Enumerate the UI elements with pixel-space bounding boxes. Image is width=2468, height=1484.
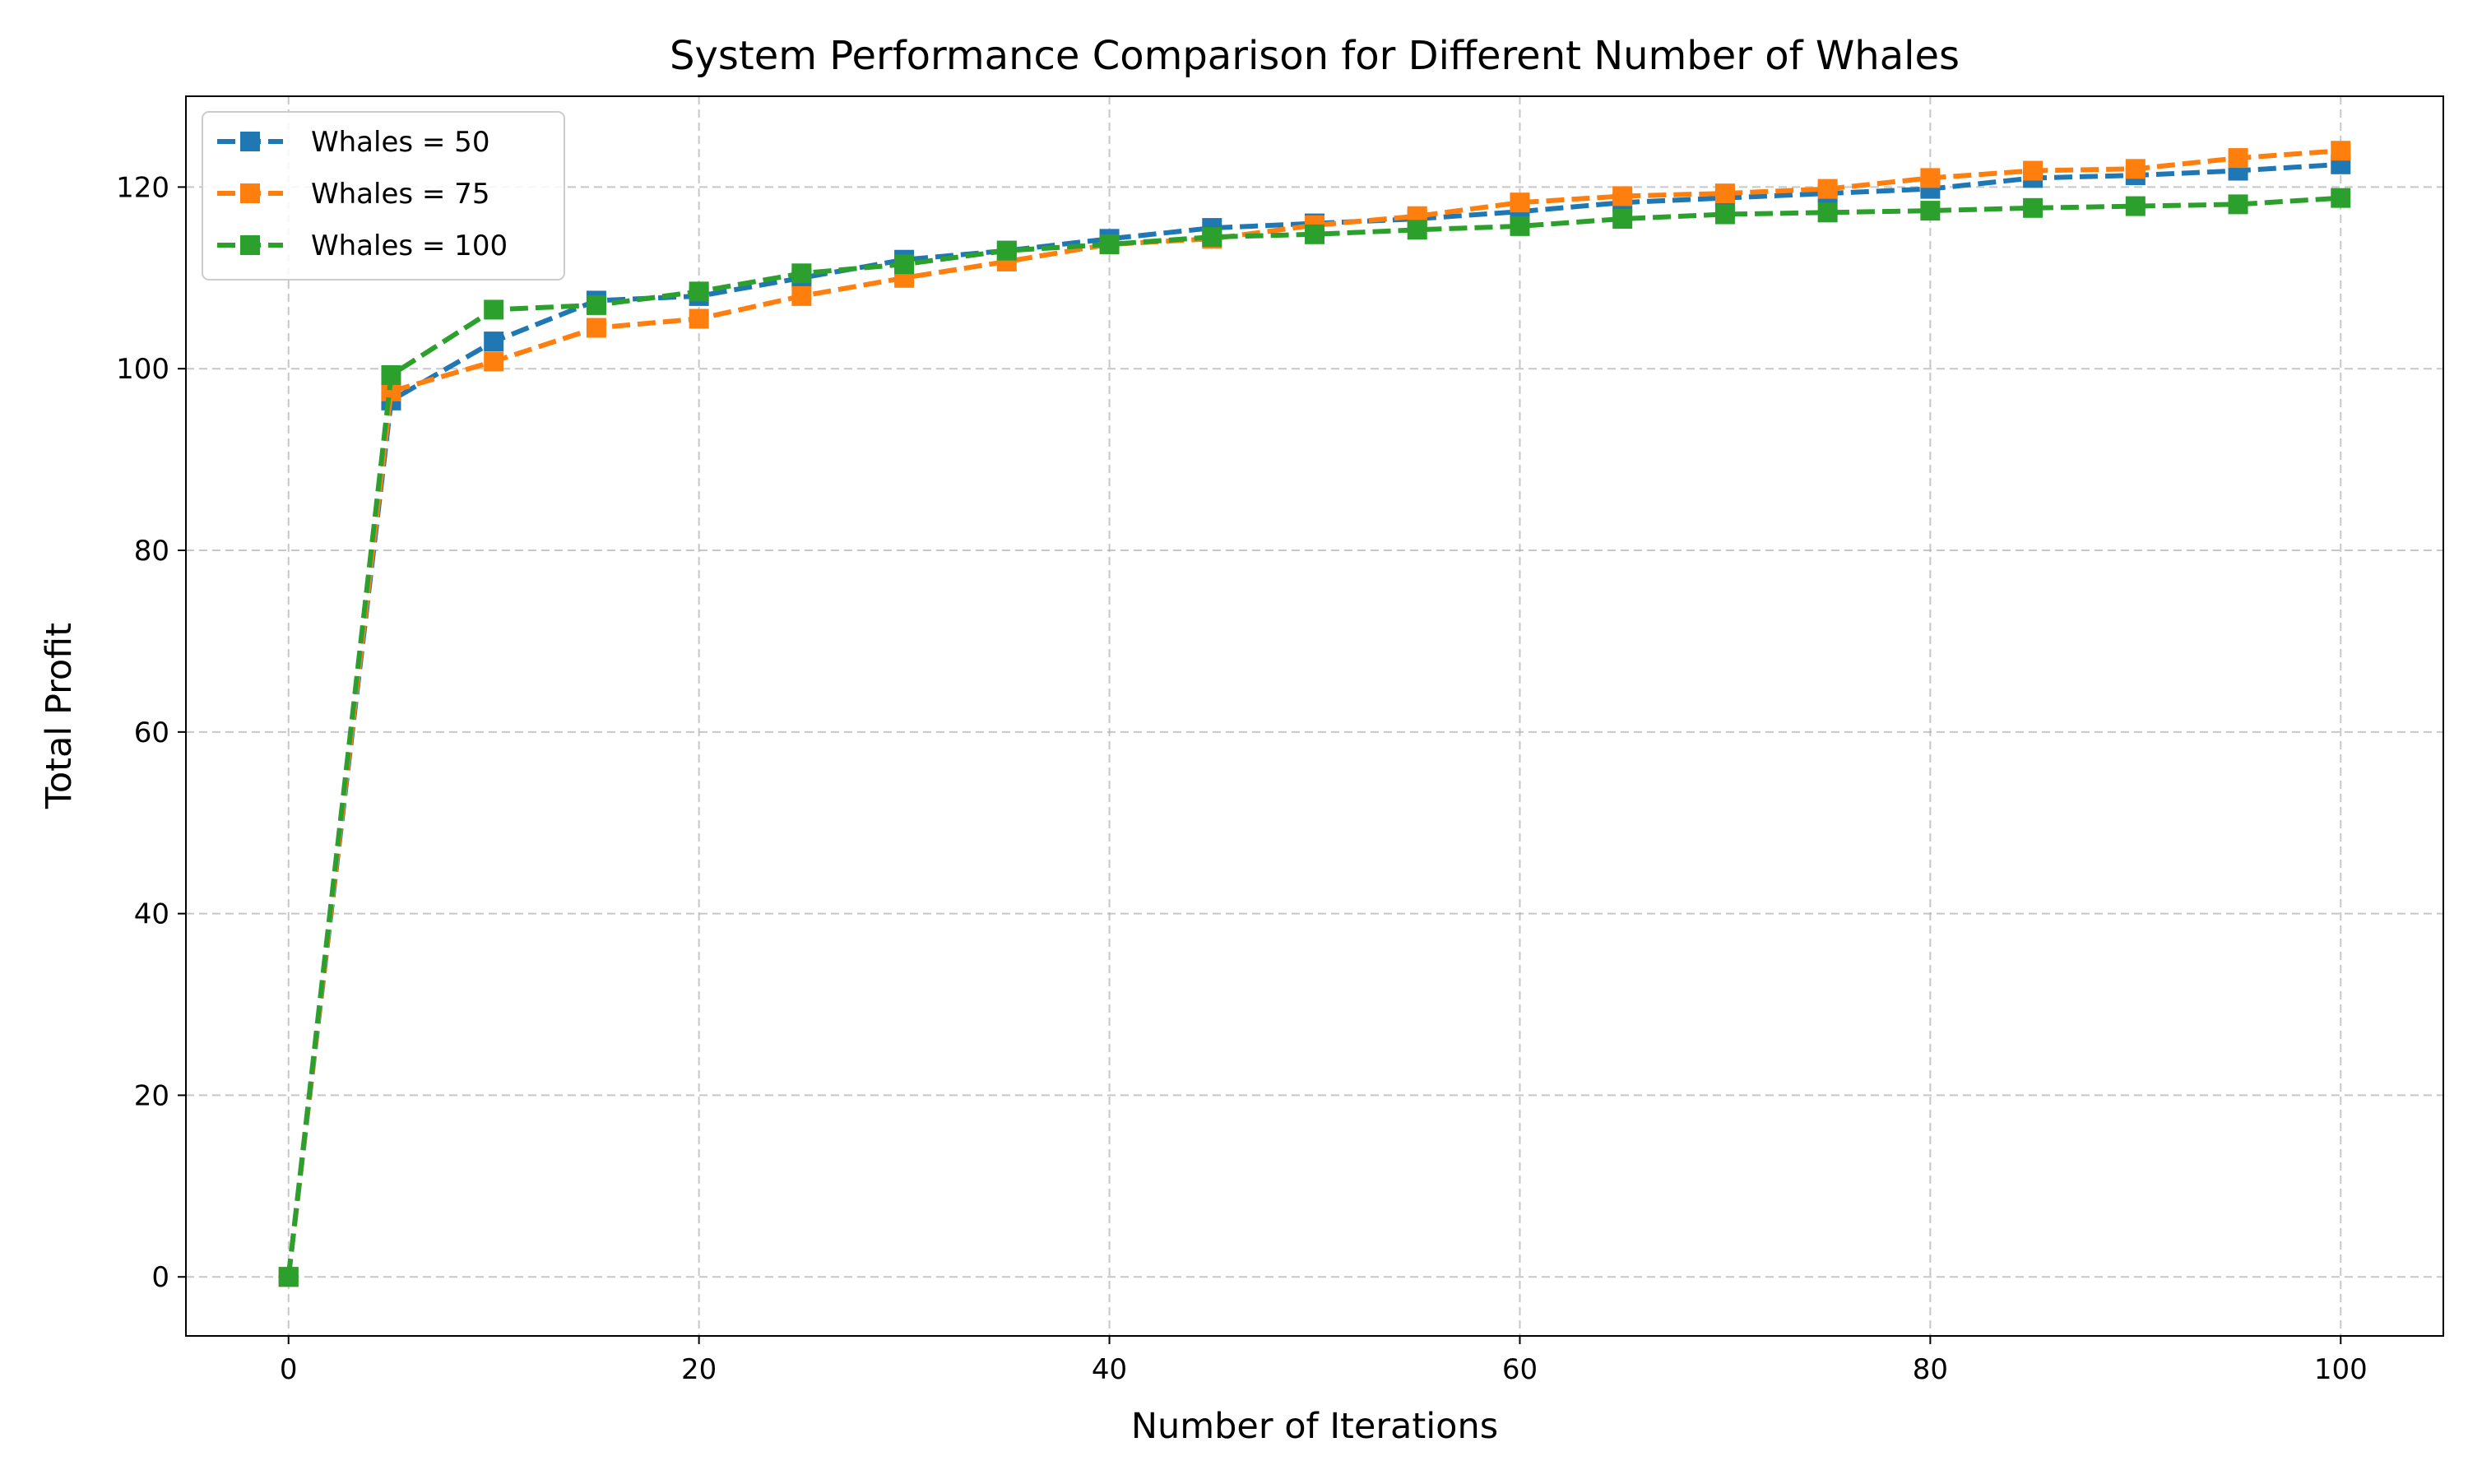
legend-marker	[240, 235, 260, 255]
chart-title: System Performance Comparison for Differ…	[670, 33, 1960, 79]
x-axis-label: Number of Iterations	[1131, 1406, 1498, 1447]
data-point	[1714, 204, 1735, 225]
x-tick-label: 40	[1092, 1353, 1127, 1386]
plot-area	[186, 96, 2443, 1336]
y-tick-label: 40	[134, 898, 169, 931]
axis-ticks: 0 20 40 60 80 100 0 20 40 60 80 100 120	[116, 171, 2368, 1386]
series-group	[278, 141, 2351, 1287]
x-tick-label: 100	[2314, 1353, 2368, 1386]
data-point	[484, 332, 504, 352]
data-point	[894, 254, 915, 275]
data-point	[1612, 186, 1633, 206]
data-point	[2228, 148, 2248, 169]
x-tick-label: 20	[681, 1353, 717, 1386]
legend-label: Whales = 50	[311, 126, 489, 159]
data-point	[278, 1267, 299, 1287]
y-axis-label: Total Profit	[39, 623, 80, 809]
legend-box	[202, 111, 565, 281]
data-point	[791, 263, 812, 284]
data-point	[484, 299, 504, 320]
data-point	[484, 351, 504, 372]
data-point	[2125, 159, 2146, 179]
data-point	[996, 240, 1017, 261]
legend-marker	[240, 183, 260, 203]
data-point	[2023, 160, 2044, 181]
data-point	[1407, 220, 1427, 240]
data-point	[1510, 192, 1530, 213]
data-point	[2023, 197, 2044, 218]
data-point	[586, 318, 606, 338]
plot-frame	[185, 95, 2444, 1337]
legend: Whales = 50 Whales = 75 Whales = 100	[202, 111, 565, 281]
data-point	[1099, 234, 1120, 254]
series-line	[285, 195, 2341, 1278]
y-tick-label: 100	[116, 353, 169, 386]
data-point	[689, 308, 709, 329]
x-tick-label: 0	[280, 1353, 298, 1386]
data-point	[1817, 179, 1838, 199]
legend-label: Whales = 100	[311, 230, 508, 262]
data-point	[1714, 183, 1735, 204]
data-point	[2331, 141, 2351, 161]
legend-label: Whales = 75	[311, 178, 489, 211]
y-tick-label: 120	[116, 171, 169, 204]
data-point	[1202, 227, 1222, 248]
data-point	[689, 281, 709, 302]
data-point	[1305, 224, 1324, 244]
data-point	[586, 294, 606, 315]
series-whales-75	[278, 141, 2351, 1287]
data-point	[2228, 194, 2248, 215]
x-tick-label: 80	[1913, 1353, 1948, 1386]
data-point	[381, 364, 401, 385]
data-point	[2125, 196, 2146, 216]
legend-marker	[240, 132, 260, 151]
data-point	[1920, 168, 1941, 188]
data-point	[2331, 188, 2351, 208]
data-point	[1612, 209, 1633, 230]
data-point	[1817, 202, 1838, 223]
x-tick-label: 60	[1502, 1353, 1538, 1386]
series-whales-100	[278, 188, 2351, 1287]
y-tick-label: 20	[134, 1079, 169, 1112]
data-point	[1920, 201, 1941, 221]
data-point	[1510, 216, 1530, 236]
data-point	[791, 285, 812, 306]
y-tick-label: 0	[151, 1261, 169, 1294]
y-tick-label: 80	[134, 535, 169, 568]
y-tick-label: 60	[134, 716, 169, 749]
